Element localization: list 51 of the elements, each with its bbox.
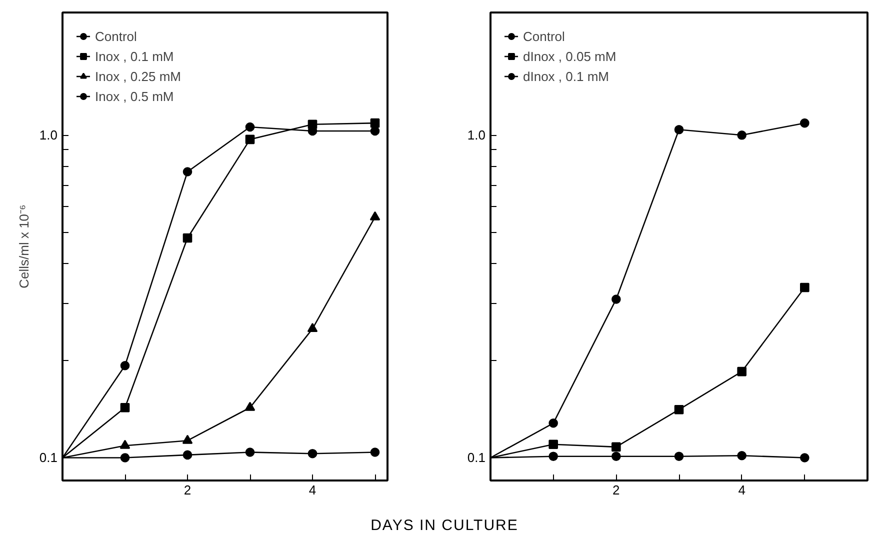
y-axis-title: Cells/ml x 10⁻⁶	[16, 204, 32, 288]
point	[370, 448, 380, 457]
y-tick-label: 1.0	[39, 128, 58, 143]
point	[737, 366, 746, 376]
point	[245, 122, 255, 132]
legend-label: Inox , 0.25 mM	[95, 68, 181, 84]
y-tick-label: 0.1	[467, 450, 486, 466]
point	[674, 452, 684, 461]
x-tick-label: 4	[738, 482, 746, 498]
y-tick-label: 0.1	[39, 450, 58, 466]
point	[737, 130, 746, 140]
legend-label: Inox , 0.5 mM	[95, 88, 174, 104]
point	[548, 440, 558, 450]
legend-label: dInox , 0.1 mM	[523, 68, 609, 84]
x-tick-label: 4	[308, 482, 316, 498]
point	[244, 402, 256, 411]
y-tick-label: 1.0	[467, 128, 486, 143]
point	[308, 120, 318, 130]
point	[548, 452, 558, 461]
point	[370, 211, 380, 220]
point	[800, 118, 810, 128]
point	[737, 451, 746, 460]
point	[612, 452, 621, 461]
point	[612, 294, 621, 304]
legend-label: Inox , 0.1 mM	[95, 48, 174, 64]
point	[612, 442, 621, 452]
point	[674, 125, 684, 134]
point	[120, 402, 130, 412]
x-axis-title: DAYS IN CULTURE	[370, 516, 518, 536]
point	[370, 126, 380, 136]
point	[548, 418, 558, 428]
point	[800, 282, 810, 292]
point	[800, 453, 810, 462]
legend-label: Control	[523, 28, 565, 44]
point	[182, 450, 192, 460]
x-tick-label: 2	[184, 482, 192, 498]
point	[308, 448, 318, 458]
point	[120, 440, 130, 449]
point	[182, 434, 193, 444]
point	[370, 118, 380, 128]
point	[120, 360, 130, 370]
point	[245, 134, 255, 144]
point	[674, 404, 684, 414]
point	[182, 233, 192, 243]
legend-label: dInox , 0.05 mM	[523, 48, 616, 64]
x-tick-label: 2	[612, 482, 620, 498]
point	[120, 453, 130, 462]
point	[245, 448, 255, 457]
point	[307, 322, 318, 332]
point	[182, 167, 192, 176]
legend-label: Control	[95, 28, 137, 44]
